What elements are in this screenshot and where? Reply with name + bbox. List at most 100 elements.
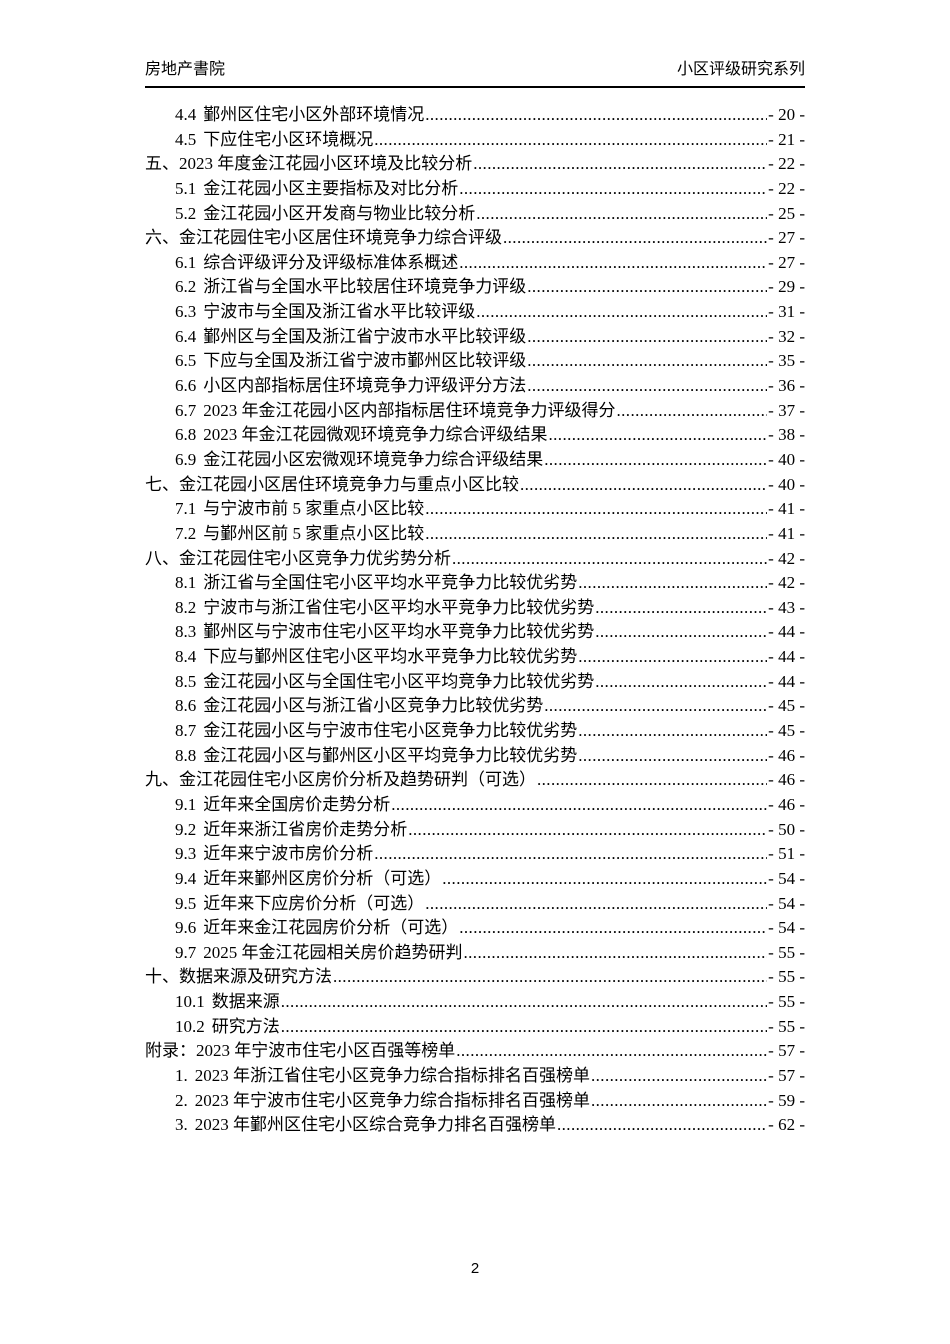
toc-entry-title: 2025 年金江花园相关房价趋势研判 — [203, 942, 463, 962]
toc-entry[interactable]: 八、金江花园住宅小区竞争力优劣势分析 - 42 - — [145, 547, 805, 572]
toc-entry-number: 8.7 — [175, 721, 197, 741]
toc-entry-number: 6.2 — [175, 277, 197, 297]
dot-leader — [527, 325, 767, 350]
toc-entry-title: 金江花园小区居住环境竞争力与重点小区比较 — [179, 474, 519, 494]
toc-entry-title: 研究方法 — [211, 1016, 280, 1036]
toc-entry[interactable]: 6.9 金江花园小区宏微观环境竞争力综合评级结果 - 40 - — [145, 448, 805, 473]
toc-entry[interactable]: 6.6 小区内部指标居住环境竞争力评级评分方法 - 36 - — [145, 374, 805, 399]
toc-entry[interactable]: 9.7 2025 年金江花园相关房价趋势研判 - 55 - — [145, 941, 805, 966]
toc-entry[interactable]: 6.8 2023 年金江花园微观环境竞争力综合评级结果 - 38 - — [145, 423, 805, 448]
toc-entry[interactable]: 6.5 下应与全国及浙江省宁波市鄞州区比较评级 - 35 - — [145, 349, 805, 374]
dot-leader — [333, 965, 767, 990]
dot-leader — [544, 694, 767, 719]
toc-entry-title: 2023 年度金江花园小区环境及比较分析 — [179, 154, 473, 174]
toc-entry[interactable]: 5.2 金江花园小区开发商与物业比较分析 - 25 - — [145, 202, 805, 227]
toc-entry[interactable]: 8.2 宁波市与浙江省住宅小区平均水平竞争力比较优劣势 - 43 - — [145, 596, 805, 621]
dot-leader — [595, 620, 767, 645]
toc-entry[interactable]: 10.1 数据来源 - 55 - — [145, 990, 805, 1015]
toc-entry-title: 近年来金江花园房价分析（可选） — [203, 918, 459, 938]
dot-leader — [425, 103, 767, 128]
toc-entry-title: 金江花园小区与全国住宅小区平均竞争力比较优劣势 — [203, 671, 595, 691]
toc-entry[interactable]: 8.8 金江花园小区与鄞州区小区平均竞争力比较优劣势 - 46 - — [145, 744, 805, 769]
toc-entry-number: 8.4 — [175, 647, 197, 667]
toc-entry-page: - 50 - — [768, 819, 805, 839]
toc-entry[interactable]: 8.1 浙江省与全国住宅小区平均水平竞争力比较优劣势 - 42 - — [145, 571, 805, 596]
toc-entry[interactable]: 4.5 下应住宅小区环境概况 - 21 - — [145, 128, 805, 153]
toc-entry-page: - 51 - — [768, 844, 805, 864]
toc-entry-page: - 41 - — [768, 499, 805, 519]
toc-entry-title: 2023 年浙江省住宅小区竞争力综合指标排名百强榜单 — [194, 1065, 590, 1085]
toc-entry-number: 4.5 — [175, 129, 197, 149]
toc-entry[interactable]: 6.1 综合评级评分及评级标准体系概述 - 27 - — [145, 251, 805, 276]
toc-entry[interactable]: 8.4 下应与鄞州区住宅小区平均水平竞争力比较优劣势 - 44 - — [145, 645, 805, 670]
toc-entry-page: - 57 - — [768, 1041, 805, 1061]
dot-leader — [476, 300, 767, 325]
toc-entry[interactable]: 6.7 2023 年金江花园小区内部指标居住环境竞争力评级得分 - 37 - — [145, 399, 805, 424]
toc-entry-title: 下应与全国及浙江省宁波市鄞州区比较评级 — [203, 351, 527, 371]
toc-entry-title: 2023 年宁波市住宅小区竞争力综合指标排名百强榜单 — [194, 1090, 590, 1110]
toc-entry-title: 近年来浙江省房价走势分析 — [203, 819, 408, 839]
toc-entry[interactable]: 5.1 金江花园小区主要指标及对比分析 - 22 - — [145, 177, 805, 202]
toc-entry-title: 下应与鄞州区住宅小区平均水平竞争力比较优劣势 — [203, 647, 578, 667]
toc-entry-page: - 55 - — [768, 942, 805, 962]
toc-entry[interactable]: 1. 2023 年浙江省住宅小区竞争力综合指标排名百强榜单 - 57 - — [145, 1064, 805, 1089]
toc-entry[interactable]: 3. 2023 年鄞州区住宅小区综合竞争力排名百强榜单 - 62 - — [145, 1113, 805, 1138]
toc-entry-title: 近年来宁波市房价分析 — [203, 844, 374, 864]
toc-entry-page: - 35 - — [768, 351, 805, 371]
toc-entry[interactable]: 2. 2023 年宁波市住宅小区竞争力综合指标排名百强榜单 - 59 - — [145, 1089, 805, 1114]
toc-entry-number: 3. — [175, 1115, 188, 1135]
toc-entry-title: 2023 年金江花园微观环境竞争力综合评级结果 — [203, 425, 548, 445]
toc-entry[interactable]: 9.6 近年来金江花园房价分析（可选） - 54 - — [145, 916, 805, 941]
dot-leader — [578, 571, 767, 596]
toc-entry[interactable]: 9.1 近年来全国房价走势分析 - 46 - — [145, 793, 805, 818]
toc-entry[interactable]: 10.2 研究方法 - 55 - — [145, 1015, 805, 1040]
toc-entry-number: 6.7 — [175, 400, 197, 420]
dot-leader — [425, 892, 767, 917]
toc-entry[interactable]: 六、金江花园住宅小区居住环境竞争力综合评级 - 27 - — [145, 226, 805, 251]
dot-leader — [459, 251, 767, 276]
toc-entry[interactable]: 6.4 鄞州区与全国及浙江省宁波市水平比较评级 - 32 - — [145, 325, 805, 350]
toc-entry-number: 8.3 — [175, 622, 197, 642]
toc-entry[interactable]: 8.5 金江花园小区与全国住宅小区平均竞争力比较优劣势 - 44 - — [145, 670, 805, 695]
toc-entry-page: - 54 - — [768, 918, 805, 938]
toc-entry-number: 8.1 — [175, 573, 197, 593]
toc-entry[interactable]: 十、数据来源及研究方法 - 55 - — [145, 965, 805, 990]
dot-leader — [549, 423, 768, 448]
toc-entry[interactable]: 9.2 近年来浙江省房价走势分析 - 50 - — [145, 818, 805, 843]
dot-leader — [544, 448, 767, 473]
toc-entry[interactable]: 6.3 宁波市与全国及浙江省水平比较评级 - 31 - — [145, 300, 805, 325]
toc-entry[interactable]: 9.5 近年来下应房价分析（可选） - 54 - — [145, 892, 805, 917]
toc-entry-number: 附录： — [145, 1041, 196, 1061]
toc-entry-page: - 38 - — [768, 425, 805, 445]
toc-entry[interactable]: 7.1 与宁波市前 5 家重点小区比较 - 41 - — [145, 497, 805, 522]
toc-entry[interactable]: 九、金江花园住宅小区房价分析及趋势研判（可选） - 46 - — [145, 768, 805, 793]
toc-entry[interactable]: 4.4 鄞州区住宅小区外部环境情况 - 20 - — [145, 103, 805, 128]
toc-entry[interactable]: 9.3 近年来宁波市房价分析 - 51 - — [145, 842, 805, 867]
toc-entry-number: 6.9 — [175, 449, 197, 469]
toc-entry-page: - 44 - — [768, 647, 805, 667]
toc-entry-title: 浙江省与全国住宅小区平均水平竞争力比较优劣势 — [203, 573, 578, 593]
toc-entry-title: 金江花园住宅小区居住环境竞争力综合评级 — [179, 228, 502, 248]
header-right-text: 小区评级研究系列 — [676, 61, 805, 78]
toc-entry[interactable]: 8.6 金江花园小区与浙江省小区竞争力比较优劣势 - 45 - — [145, 694, 805, 719]
toc-entry[interactable]: 8.7 金江花园小区与宁波市住宅小区竞争力比较优劣势 - 45 - — [145, 719, 805, 744]
toc-entry-title: 与鄞州区前 5 家重点小区比较 — [203, 523, 425, 543]
toc-entry[interactable]: 8.3 鄞州区与宁波市住宅小区平均水平竞争力比较优劣势 - 44 - — [145, 620, 805, 645]
toc-entry-page: - 40 - — [768, 449, 805, 469]
toc-entry[interactable]: 7.2 与鄞州区前 5 家重点小区比较 - 41 - — [145, 522, 805, 547]
toc-entry-number: 6.6 — [175, 376, 197, 396]
toc-entry[interactable]: 6.2 浙江省与全国水平比较居住环境竞争力评级 - 29 - — [145, 275, 805, 300]
toc-entry-page: - 20 - — [768, 105, 805, 124]
toc-entry-number: 9.1 — [175, 794, 197, 814]
toc-entry[interactable]: 9.4 近年来鄞州区房价分析（可选） - 54 - — [145, 867, 805, 892]
toc-entry-number: 2. — [175, 1090, 188, 1110]
toc-entry-number: 7.2 — [175, 523, 197, 543]
toc-entry[interactable]: 五、2023 年度金江花园小区环境及比较分析 - 22 - — [145, 152, 805, 177]
toc-entry[interactable]: 附录：2023 年宁波市住宅小区百强等榜单 - 57 - — [145, 1039, 805, 1064]
toc-entry-page: - 42 - — [768, 548, 805, 568]
toc-entry[interactable]: 七、金江花园小区居住环境竞争力与重点小区比较 - 40 - — [145, 473, 805, 498]
toc-entry-number: 9.4 — [175, 868, 197, 888]
toc-entry-number: 五、 — [145, 154, 179, 174]
dot-leader — [281, 1015, 767, 1040]
